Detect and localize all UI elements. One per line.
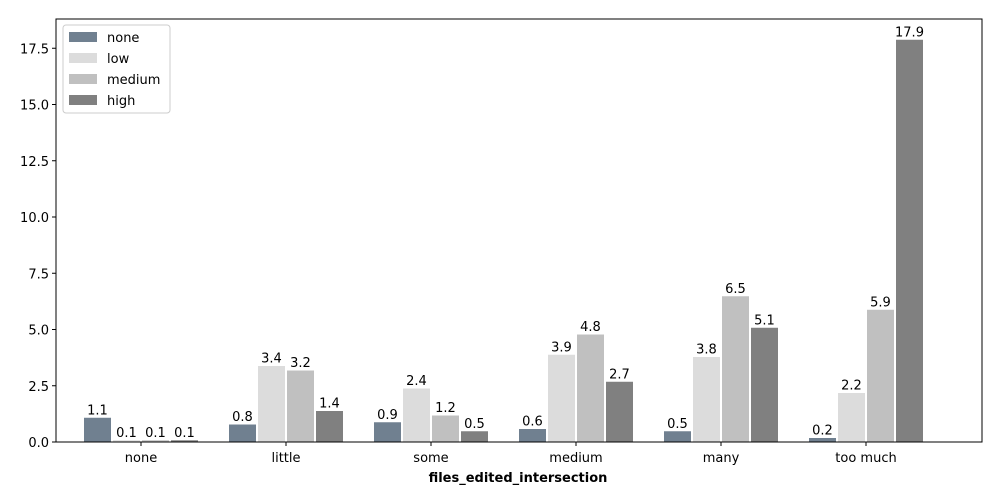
x-tick-label-medium: medium xyxy=(549,451,602,466)
data-label-medium-many: 6.5 xyxy=(725,282,746,297)
legend: none low medium high xyxy=(62,24,171,114)
data-label-high-medium: 2.7 xyxy=(609,367,630,382)
x-tick-label-many: many xyxy=(703,451,740,466)
legend-label-high: high xyxy=(107,94,135,109)
y-tick-label: 0.0 xyxy=(28,436,49,451)
bar-medium-little xyxy=(286,369,315,443)
bar-high-medium xyxy=(605,380,634,443)
legend-box xyxy=(62,24,171,114)
data-label-high-many: 5.1 xyxy=(754,313,775,328)
data-label-low-none: 0.1 xyxy=(116,426,137,441)
plot-frame xyxy=(55,18,983,443)
data-label-high-little: 1.4 xyxy=(319,397,340,412)
bar-low-little xyxy=(257,365,286,443)
y-tick-label: 2.5 xyxy=(28,380,49,395)
legend-swatch-high xyxy=(69,95,97,105)
x-axis-title: files_edited_intersection xyxy=(429,471,608,486)
bar-high-little xyxy=(315,410,344,443)
data-label-low-many: 3.8 xyxy=(696,343,717,358)
y-tick-label: 10.0 xyxy=(20,211,49,226)
bar-low-medium xyxy=(547,353,576,443)
data-label-high-some: 0.5 xyxy=(464,417,485,432)
bar-none-many xyxy=(663,430,692,443)
data-label-high-none: 0.1 xyxy=(174,426,195,441)
data-label-none-little: 0.8 xyxy=(232,410,253,425)
data-label-high-too-much: 17.9 xyxy=(895,25,924,40)
y-axis: 0.0 2.5 5.0 7.5 10.0 12.5 15.0 17.5 xyxy=(20,42,56,451)
x-tick-label-none: none xyxy=(125,451,157,466)
bar-high-many xyxy=(750,326,779,443)
bar-none-some xyxy=(373,421,402,443)
y-tick-label: 15.0 xyxy=(20,99,49,114)
data-label-low-little: 3.4 xyxy=(261,352,282,367)
y-tick-label: 5.0 xyxy=(28,324,49,339)
bar-medium-some xyxy=(431,414,460,443)
data-label-low-some: 2.4 xyxy=(406,374,427,389)
y-tick-label: 7.5 xyxy=(28,267,49,282)
data-label-low-too-much: 2.2 xyxy=(841,379,862,394)
x-tick-label-some: some xyxy=(413,451,448,466)
data-label-none-some: 0.9 xyxy=(377,408,398,423)
data-label-none-too-much: 0.2 xyxy=(812,424,833,439)
legend-swatch-medium xyxy=(69,74,97,84)
data-label-medium-some: 1.2 xyxy=(435,401,456,416)
bar-none-medium xyxy=(518,428,547,443)
bar-low-some xyxy=(402,387,431,443)
data-label-none-medium: 0.6 xyxy=(522,415,543,430)
data-label-low-medium: 3.9 xyxy=(551,340,572,355)
bar-none-little xyxy=(228,423,257,443)
bar-high-some xyxy=(460,430,489,443)
data-labels-layer: 1.1 0.1 0.1 0.1 0.8 3.4 3.2 1.4 0.9 2.4 1.2 0.5 0.6 3… xyxy=(87,25,924,441)
legend-label-none: none xyxy=(107,31,139,46)
bar-medium-many xyxy=(721,295,750,443)
x-axis: none little some medium many too much xyxy=(125,442,897,466)
data-label-medium-little: 3.2 xyxy=(290,356,311,371)
legend-label-low: low xyxy=(107,52,130,67)
x-tick-label-too-much: too much xyxy=(835,451,896,466)
y-tick-label: 12.5 xyxy=(20,155,49,170)
legend-label-medium: medium xyxy=(107,73,160,88)
bar-low-many xyxy=(692,356,721,443)
data-label-medium-too-much: 5.9 xyxy=(870,295,891,310)
bar-medium-medium xyxy=(576,333,605,443)
data-label-none-none: 1.1 xyxy=(87,403,108,418)
bar-medium-too-much xyxy=(866,308,895,443)
bars-layer xyxy=(83,38,924,443)
bar-low-too-much xyxy=(837,392,866,443)
y-tick-label: 17.5 xyxy=(20,42,49,57)
legend-swatch-none xyxy=(69,32,97,42)
x-tick-label-little: little xyxy=(271,451,300,466)
bar-high-too-much xyxy=(895,38,924,443)
bar-none-none xyxy=(83,416,112,443)
data-label-medium-medium: 4.8 xyxy=(580,320,601,335)
data-label-none-many: 0.5 xyxy=(667,417,688,432)
legend-swatch-low xyxy=(69,53,97,63)
data-label-medium-none: 0.1 xyxy=(145,426,166,441)
